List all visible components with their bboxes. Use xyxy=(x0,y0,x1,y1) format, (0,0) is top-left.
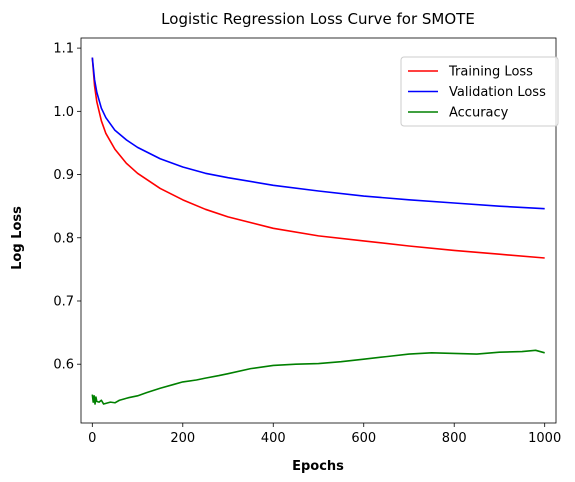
x-tick-label: 600 xyxy=(351,431,376,446)
x-axis: 0 200 400 600 800 1000 xyxy=(88,423,561,446)
series-line-validation-loss xyxy=(91,57,545,210)
y-tick-label: 1.0 xyxy=(53,105,74,120)
axes-frame xyxy=(80,37,557,424)
x-tick-label: 200 xyxy=(170,431,195,446)
y-tick-label: 0.8 xyxy=(53,231,74,246)
y-axis: 0.6 0.7 0.8 0.9 1.0 1.1 xyxy=(53,42,81,373)
x-tick-label: 0 xyxy=(88,431,96,446)
y-axis-label: Log Loss xyxy=(10,206,25,270)
series-line-training-loss xyxy=(91,57,545,259)
plot-area xyxy=(91,57,545,405)
chart-title: Logistic Regression Loss Curve for SMOTE xyxy=(161,10,475,28)
x-axis-label: Epochs xyxy=(292,459,344,474)
x-tick-label: 1000 xyxy=(528,431,561,446)
x-tick-label: 800 xyxy=(442,431,467,446)
y-tick-label: 0.9 xyxy=(53,168,74,183)
legend-label-training-loss: Training Loss xyxy=(448,65,533,80)
legend-box xyxy=(400,56,559,127)
legend-label-validation-loss: Validation Loss xyxy=(449,85,546,100)
y-tick-label: 0.6 xyxy=(53,358,74,373)
legend: Training Loss Validation Loss Accuracy xyxy=(400,56,559,127)
legend-label-accuracy: Accuracy xyxy=(449,106,509,121)
y-tick-label: 1.1 xyxy=(53,42,74,57)
series-line-accuracy xyxy=(91,349,545,405)
y-tick-label: 0.7 xyxy=(53,294,74,309)
x-tick-label: 400 xyxy=(261,431,286,446)
